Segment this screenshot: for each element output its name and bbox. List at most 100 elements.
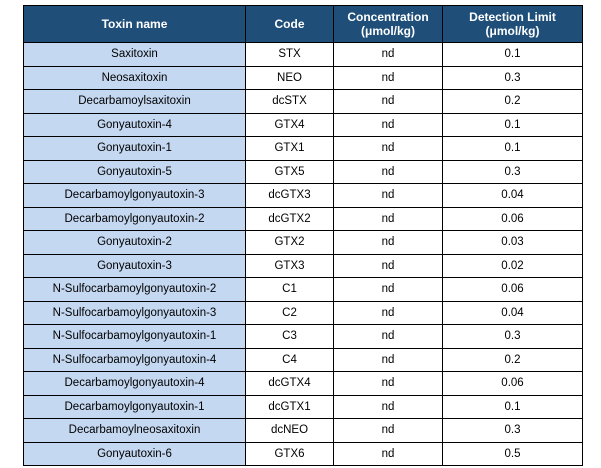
- concentration-cell: nd: [333, 159, 443, 184]
- toxin-name-cell: N-Sulfocarbamoylgonyautoxin-2: [23, 277, 246, 302]
- table-row: N-Sulfocarbamoylgonyautoxin-3 C2 nd 0.04: [23, 300, 583, 325]
- concentration-cell: nd: [333, 394, 443, 419]
- table-row: N-Sulfocarbamoylgonyautoxin-1 C3 nd 0.3: [23, 324, 583, 349]
- concentration-cell: nd: [333, 112, 443, 137]
- code-cell: dcGTX1: [245, 394, 334, 419]
- detection-limit-cell: 0.06: [442, 277, 583, 302]
- concentration-cell: nd: [333, 441, 443, 466]
- table-row: Gonyautoxin-2 GTX2 nd 0.03: [23, 230, 583, 255]
- detection-limit-cell: 0.2: [442, 89, 583, 114]
- detection-limit-cell: 0.3: [442, 159, 583, 184]
- code-cell: GTX4: [245, 112, 334, 137]
- table-row: Gonyautoxin-4 GTX4 nd 0.1: [23, 112, 583, 137]
- concentration-cell: nd: [333, 183, 443, 208]
- detection-limit-cell: 0.03: [442, 230, 583, 255]
- header-row: Toxin name Code Concentration (μmol/kg) D…: [23, 5, 583, 43]
- concentration-cell: nd: [333, 42, 443, 67]
- code-cell: GTX3: [245, 253, 334, 278]
- table-row: Decarbamoylsaxitoxin dcSTX nd 0.2: [23, 89, 583, 114]
- toxin-name-cell: Decarbamoylgonyautoxin-4: [23, 371, 246, 396]
- code-cell: C3: [245, 324, 334, 349]
- detection-limit-cell: 0.04: [442, 183, 583, 208]
- concentration-cell: nd: [333, 206, 443, 231]
- code-cell: dcGTX4: [245, 371, 334, 396]
- code-cell: dcGTX2: [245, 206, 334, 231]
- toxin-name-cell: Gonyautoxin-2: [23, 230, 246, 255]
- table-row: Gonyautoxin-5 GTX5 nd 0.3: [23, 159, 583, 184]
- concentration-cell: nd: [333, 371, 443, 396]
- concentration-cell: nd: [333, 253, 443, 278]
- toxin-name-cell: N-Sulfocarbamoylgonyautoxin-1: [23, 324, 246, 349]
- table-row: Saxitoxin STX nd 0.1: [23, 42, 583, 67]
- code-cell: C2: [245, 300, 334, 325]
- toxin-name-cell: Saxitoxin: [23, 42, 246, 67]
- table-row: N-Sulfocarbamoylgonyautoxin-2 C1 nd 0.06: [23, 277, 583, 302]
- code-cell: GTX1: [245, 136, 334, 161]
- code-cell: GTX2: [245, 230, 334, 255]
- toxin-name-cell: Gonyautoxin-3: [23, 253, 246, 278]
- toxin-name-cell: Decarbamoylsaxitoxin: [23, 89, 246, 114]
- code-cell: dcSTX: [245, 89, 334, 114]
- table-row: Decarbamoylgonyautoxin-1 dcGTX1 nd 0.1: [23, 394, 583, 419]
- concentration-cell: nd: [333, 418, 443, 443]
- concentration-cell: nd: [333, 89, 443, 114]
- toxin-name-cell: Decarbamoylgonyautoxin-3: [23, 183, 246, 208]
- code-cell: dcNEO: [245, 418, 334, 443]
- code-cell: C1: [245, 277, 334, 302]
- toxin-name-cell: Decarbamoylgonyautoxin-2: [23, 206, 246, 231]
- column-header-label: Concentration: [347, 10, 429, 24]
- toxin-name-cell: Gonyautoxin-5: [23, 159, 246, 184]
- concentration-cell: nd: [333, 300, 443, 325]
- table-row: Gonyautoxin-3 GTX3 nd 0.02: [23, 253, 583, 278]
- code-cell: NEO: [245, 65, 334, 90]
- table-row: Decarbamoylgonyautoxin-3 dcGTX3 nd 0.04: [23, 183, 583, 208]
- detection-limit-cell: 0.5: [442, 441, 583, 466]
- toxin-name-cell: N-Sulfocarbamoylgonyautoxin-4: [23, 347, 246, 372]
- column-header-label: Toxin name: [101, 17, 168, 31]
- code-cell: STX: [245, 42, 334, 67]
- table-row: Gonyautoxin-6 GTX6 nd 0.5: [23, 441, 583, 466]
- column-header-code: Code: [245, 5, 334, 43]
- concentration-cell: nd: [333, 136, 443, 161]
- code-cell: dcGTX3: [245, 183, 334, 208]
- toxin-name-cell: Gonyautoxin-4: [23, 112, 246, 137]
- toxin-name-cell: Neosaxitoxin: [23, 65, 246, 90]
- detection-limit-cell: 0.2: [442, 347, 583, 372]
- column-header-label-line2: (μmol/kg): [485, 24, 540, 38]
- toxin-table: Toxin name Code Concentration (μmol/kg) D…: [23, 5, 583, 466]
- toxin-name-cell: Gonyautoxin-6: [23, 441, 246, 466]
- detection-limit-cell: 0.1: [442, 394, 583, 419]
- code-cell: GTX5: [245, 159, 334, 184]
- table-row: Decarbamoylgonyautoxin-2 dcGTX2 nd 0.06: [23, 206, 583, 231]
- table-row: Decarbamoylgonyautoxin-4 dcGTX4 nd 0.06: [23, 371, 583, 396]
- concentration-cell: nd: [333, 347, 443, 372]
- toxin-table-body: Saxitoxin STX nd 0.1 Neosaxitoxin NEO nd…: [23, 42, 583, 466]
- table-row: N-Sulfocarbamoylgonyautoxin-4 C4 nd 0.2: [23, 347, 583, 372]
- table-row: Decarbamoylneosaxitoxin dcNEO nd 0.3: [23, 418, 583, 443]
- detection-limit-cell: 0.3: [442, 324, 583, 349]
- detection-limit-cell: 0.1: [442, 112, 583, 137]
- column-header-label: Detection Limit: [469, 10, 556, 24]
- column-header-detection-limit: Detection Limit (μmol/kg): [442, 5, 583, 43]
- toxin-name-cell: N-Sulfocarbamoylgonyautoxin-3: [23, 300, 246, 325]
- concentration-cell: nd: [333, 277, 443, 302]
- detection-limit-cell: 0.04: [442, 300, 583, 325]
- column-header-label: Code: [274, 17, 305, 31]
- column-header-concentration: Concentration (μmol/kg): [333, 5, 443, 43]
- code-cell: GTX6: [245, 441, 334, 466]
- table-row: Gonyautoxin-1 GTX1 nd 0.1: [23, 136, 583, 161]
- detection-limit-cell: 0.06: [442, 371, 583, 396]
- detection-limit-cell: 0.06: [442, 206, 583, 231]
- concentration-cell: nd: [333, 65, 443, 90]
- code-cell: C4: [245, 347, 334, 372]
- concentration-cell: nd: [333, 324, 443, 349]
- detection-limit-cell: 0.3: [442, 418, 583, 443]
- column-header-toxin-name: Toxin name: [23, 5, 246, 43]
- detection-limit-cell: 0.1: [442, 136, 583, 161]
- toxin-name-cell: Gonyautoxin-1: [23, 136, 246, 161]
- column-header-label-line2: (μmol/kg): [360, 24, 415, 38]
- concentration-cell: nd: [333, 230, 443, 255]
- detection-limit-cell: 0.3: [442, 65, 583, 90]
- table-row: Neosaxitoxin NEO nd 0.3: [23, 65, 583, 90]
